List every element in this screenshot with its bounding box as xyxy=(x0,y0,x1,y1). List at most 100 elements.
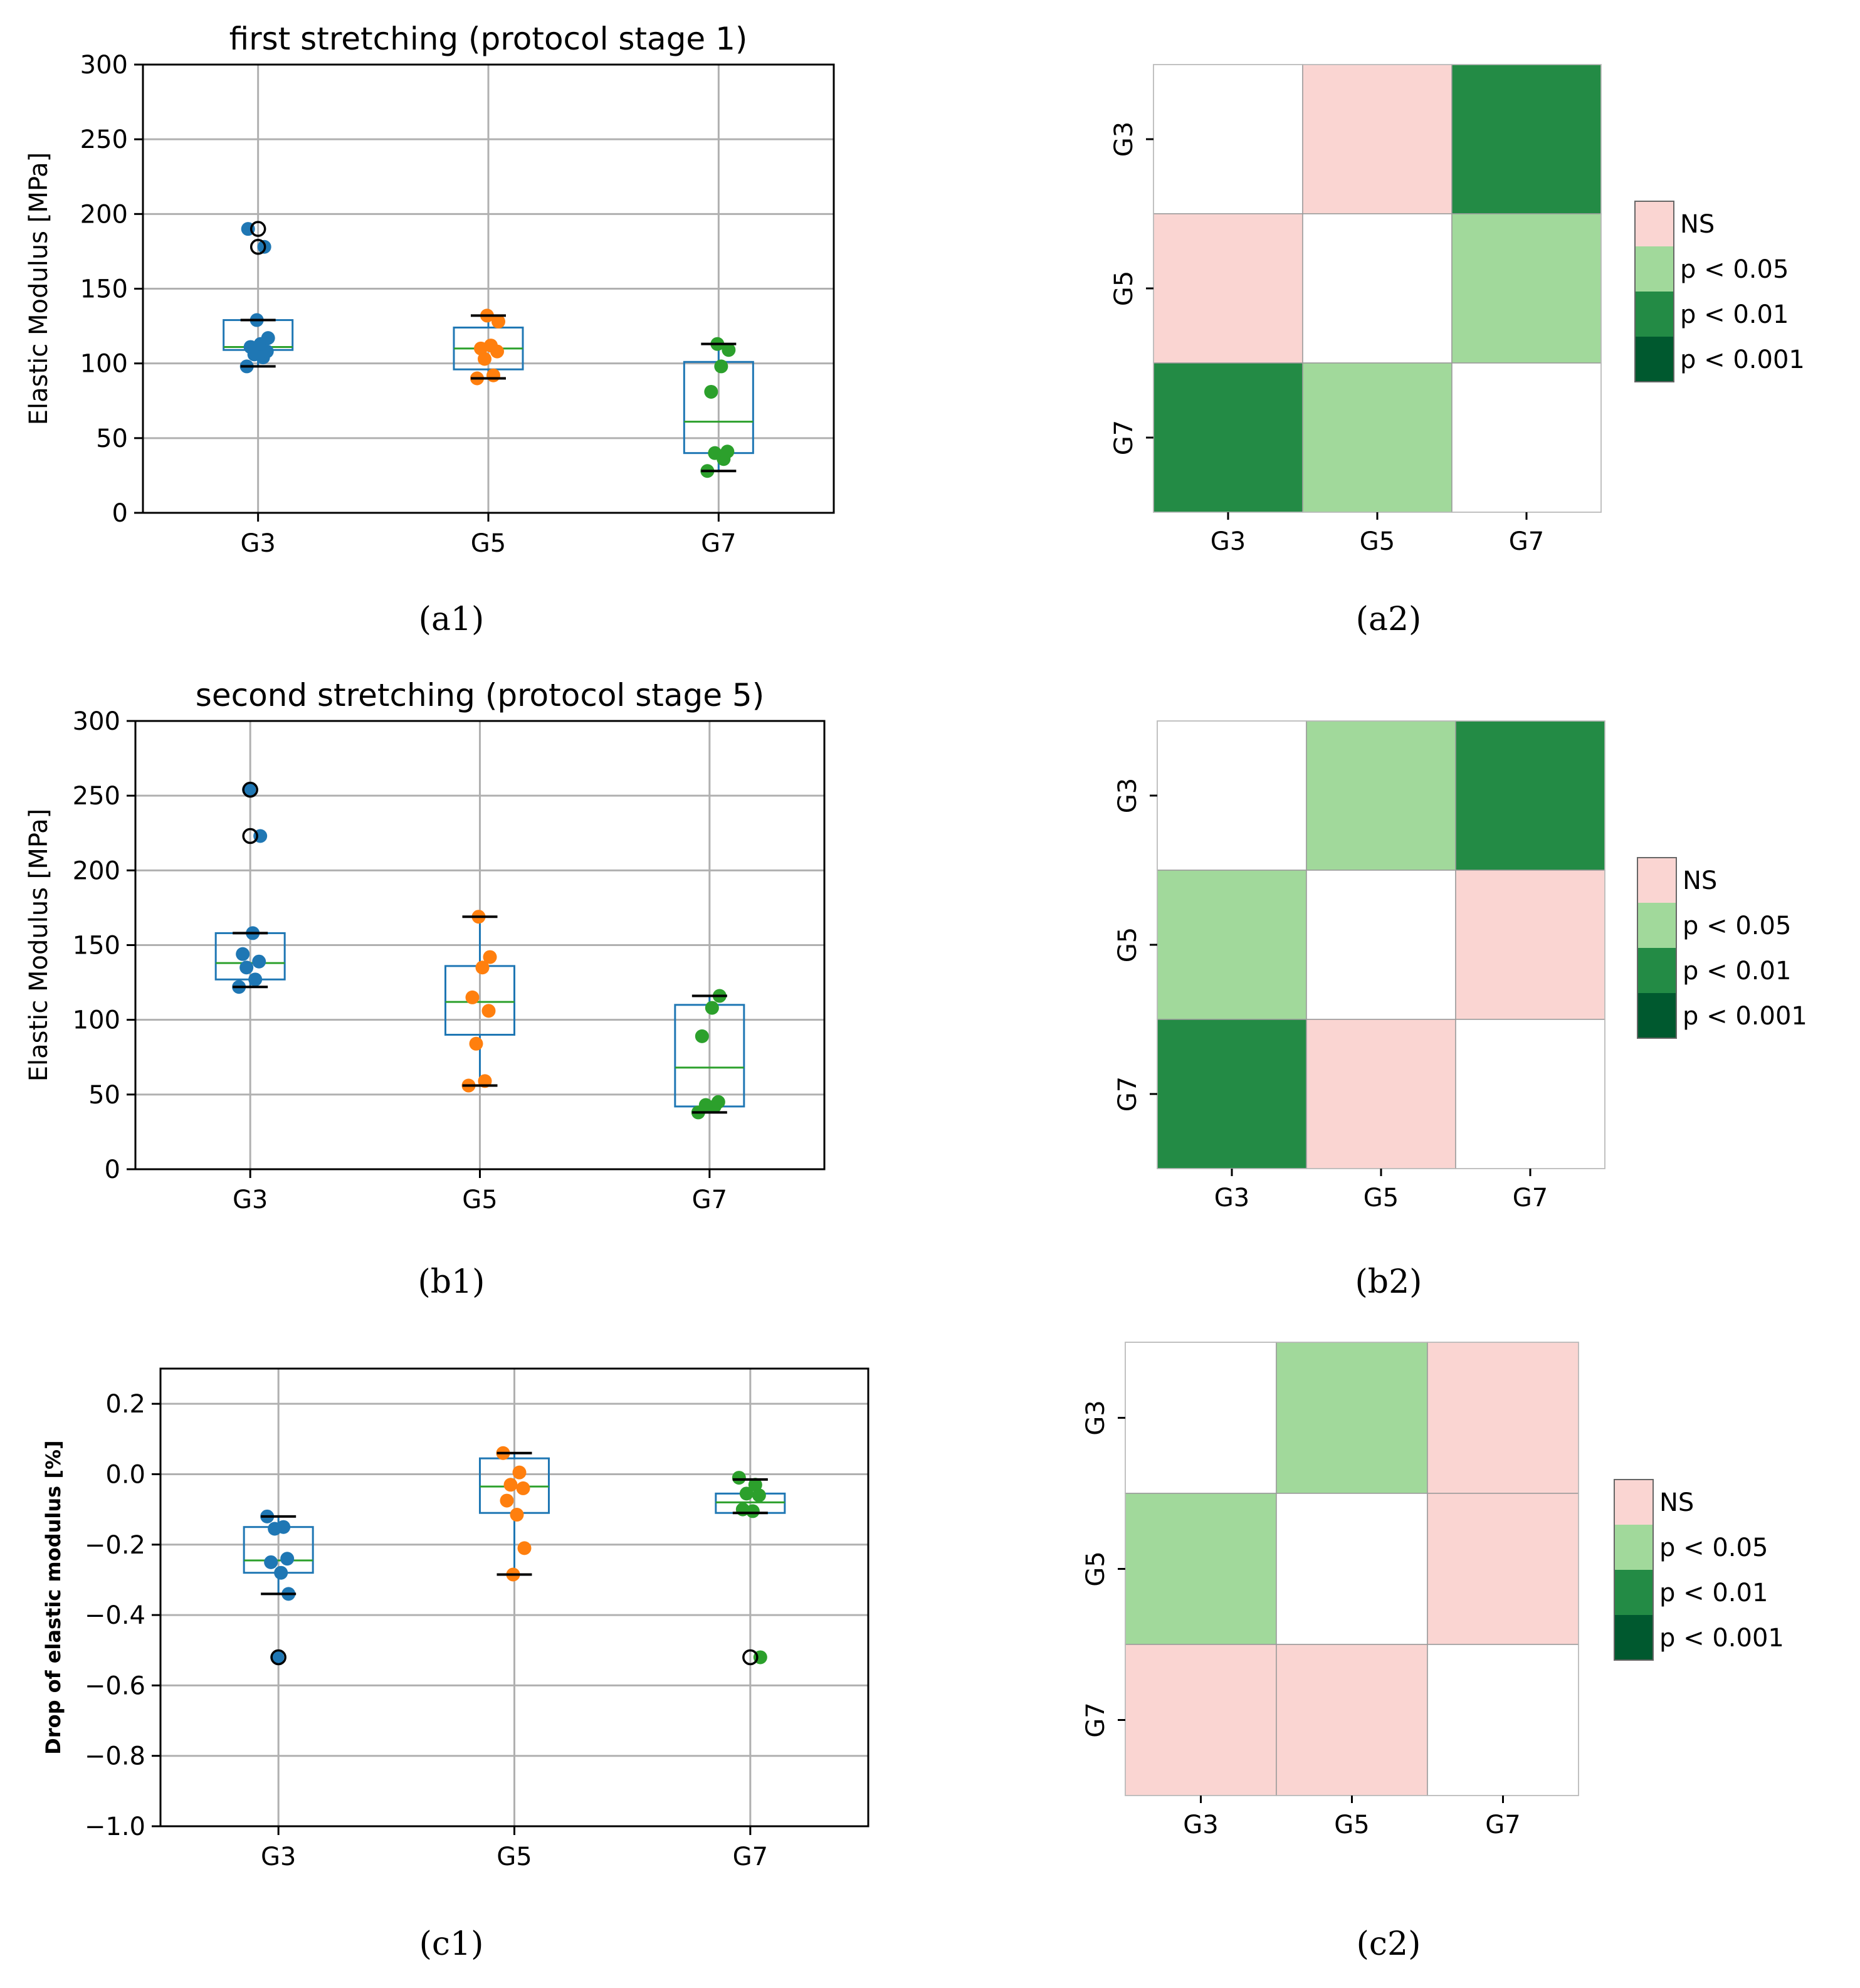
c1-data-point xyxy=(503,1478,518,1492)
a1-data-point xyxy=(261,331,275,345)
c1-data-point xyxy=(517,1541,532,1555)
b1-ytick-label: 0 xyxy=(105,1155,120,1184)
c1-ytick-label: −0.2 xyxy=(85,1531,145,1560)
b2-legend-label: p < 0.01 xyxy=(1683,957,1791,986)
b1-outlier-marker xyxy=(242,828,258,844)
c2-legend-label: p < 0.001 xyxy=(1659,1624,1784,1653)
a1-data-point xyxy=(722,343,736,357)
a1-title: first stretching (protocol stage 1) xyxy=(229,21,748,57)
b2-heat-cell xyxy=(1157,870,1307,1020)
a1-ytick-label: 0 xyxy=(112,499,128,528)
b2-heat-cell xyxy=(1306,720,1456,871)
b2-legend-swatch xyxy=(1637,858,1676,903)
c2-heat-cell xyxy=(1276,1342,1428,1494)
b1-ylabel: Elastic Modulus [MPa] xyxy=(24,809,53,1082)
c1-data-point xyxy=(280,1552,295,1566)
b2-legend-label: p < 0.001 xyxy=(1683,1002,1807,1031)
a1-xtick-label: G3 xyxy=(240,529,275,558)
c2-heat-cell xyxy=(1276,1644,1428,1796)
b1-data-point xyxy=(475,960,490,975)
c1-ylabel: Drop of elastic modulus [%] xyxy=(41,1440,65,1754)
a1-data-point xyxy=(484,339,498,353)
c2-heat-cell xyxy=(1125,1644,1277,1796)
charts-layer: 0 50 100 150 200 250 300 G3 G5 G7 first stretching… xyxy=(24,21,1807,1871)
b1-data-point xyxy=(705,1001,719,1015)
b1-data-point xyxy=(248,972,263,987)
a1-ytick-label: 200 xyxy=(80,200,128,229)
b2-xtick-label: G7 xyxy=(1513,1184,1548,1212)
c2-heat-cell xyxy=(1427,1342,1579,1494)
a1-ytick-label: 50 xyxy=(96,424,128,453)
b1-data-point xyxy=(469,1036,483,1051)
a1-data-point xyxy=(708,446,722,460)
a2-xtick-label: G7 xyxy=(1509,527,1544,556)
a2-legend-swatch xyxy=(1635,201,1674,246)
b1-ytick-label: 100 xyxy=(73,1006,120,1035)
panel-label-c1: (c1) xyxy=(419,1925,484,1963)
a2-heat-cell xyxy=(1451,64,1602,214)
b2-legend-label: NS xyxy=(1683,866,1717,895)
c1-data-point xyxy=(512,1465,527,1480)
b2-xtick-label: G3 xyxy=(1214,1184,1249,1212)
b2-legend-swatch xyxy=(1637,993,1676,1038)
b1-data-point xyxy=(695,1029,709,1043)
a2-legend-label: p < 0.001 xyxy=(1680,345,1805,374)
b1-data-point xyxy=(698,1098,713,1112)
a2-heat-cell xyxy=(1451,213,1602,364)
b1-data-point xyxy=(252,954,266,969)
b2-heat-cell xyxy=(1157,1019,1307,1169)
c2-heat-cell xyxy=(1427,1644,1579,1796)
a2-legend-swatch xyxy=(1635,292,1674,337)
c2-heat-cell xyxy=(1125,1493,1277,1645)
c1-axes-frame xyxy=(159,1367,870,1828)
b2-legend-frame xyxy=(1637,857,1677,1039)
b2-ytick-label: G3 xyxy=(1113,778,1142,813)
a2-heat-cell xyxy=(1153,64,1303,214)
b1-data-point xyxy=(483,950,497,964)
c2-ytick-label: G7 xyxy=(1081,1702,1110,1737)
c2-legend-swatch xyxy=(1614,1525,1653,1570)
a2-xtick-label: G5 xyxy=(1360,527,1395,556)
c2-ytick-label: G5 xyxy=(1081,1551,1110,1586)
c1-ytick-label: −0.6 xyxy=(85,1671,145,1700)
a1-ylabel: Elastic Modulus [MPa] xyxy=(24,152,53,426)
a1-data-point xyxy=(714,359,728,374)
c2-legend-label: NS xyxy=(1659,1488,1694,1517)
a2-legend-label: NS xyxy=(1680,210,1715,239)
c1-ytick-label: 0.0 xyxy=(105,1460,145,1489)
c2-legend-swatch xyxy=(1614,1570,1653,1615)
a1-data-point xyxy=(491,314,505,329)
a2-legend-label: p < 0.01 xyxy=(1680,300,1789,329)
c1-data-point xyxy=(745,1504,760,1518)
a2-heat-cell xyxy=(1153,213,1303,364)
a2-legend-label: p < 0.05 xyxy=(1680,255,1789,284)
c2-legend-label: p < 0.01 xyxy=(1659,1579,1768,1607)
a2-ytick-label: G7 xyxy=(1110,420,1138,455)
c1-data-point xyxy=(500,1493,514,1508)
b1-data-point xyxy=(236,947,250,961)
a2-heat-cell xyxy=(1302,64,1453,214)
c2-heat-cell xyxy=(1427,1493,1579,1645)
b2-heat-cell xyxy=(1455,1019,1605,1169)
c1-ytick-label: 0.2 xyxy=(105,1390,145,1419)
a2-legend-swatch xyxy=(1635,246,1674,292)
b2-heat-cell xyxy=(1157,720,1307,871)
c1-data-point xyxy=(739,1486,754,1501)
c1-ytick-label: −1.0 xyxy=(85,1812,145,1841)
a1-outlier-marker xyxy=(250,239,266,255)
b2-legend-swatch xyxy=(1637,903,1676,948)
c1-data-point xyxy=(516,1481,530,1495)
c1-xtick-label: G5 xyxy=(497,1843,532,1871)
a1-data-point xyxy=(486,368,500,382)
b2-ytick-label: G7 xyxy=(1113,1076,1142,1112)
a1-ytick-label: 250 xyxy=(80,125,128,154)
a2-ytick-label: G3 xyxy=(1110,122,1138,157)
panel-label-c2: (c2) xyxy=(1357,1925,1421,1963)
a1-data-point xyxy=(704,384,718,399)
b1-ytick-label: 50 xyxy=(88,1081,120,1110)
a2-legend-swatch xyxy=(1635,337,1674,382)
panel-label-b1: (b1) xyxy=(418,1263,485,1301)
b2-heat-cell xyxy=(1455,720,1605,871)
c1-xtick-label: G7 xyxy=(733,1843,768,1871)
